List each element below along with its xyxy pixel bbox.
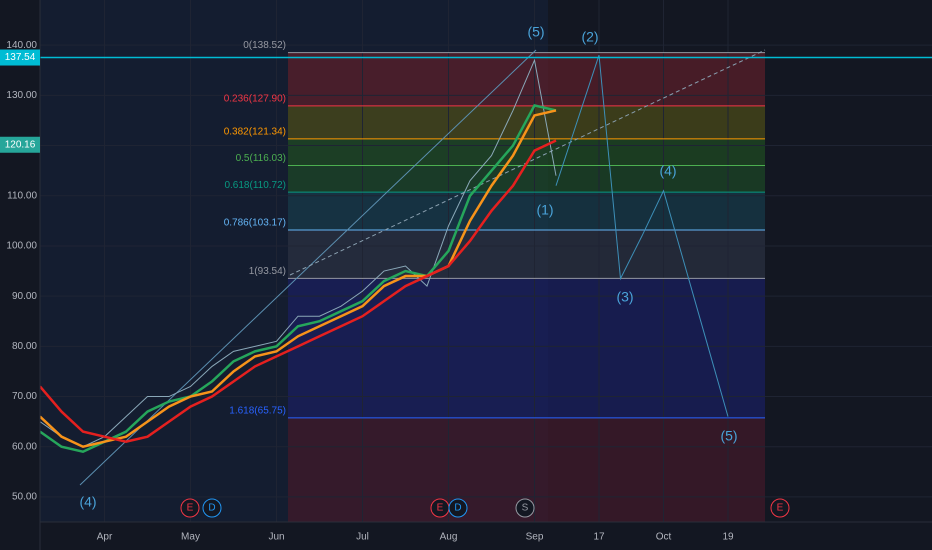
price-tag-label: 120.16 <box>5 139 36 150</box>
fib-zone <box>288 230 765 279</box>
event-label: S <box>522 503 529 514</box>
wave-label: (2) <box>581 29 598 45</box>
x-tick-label: 17 <box>593 532 605 543</box>
x-tick-label: Jun <box>268 532 284 543</box>
fib-zones <box>288 52 765 522</box>
event-label: E <box>187 503 194 514</box>
fib-label: 0(138.52) <box>243 40 286 51</box>
event-marker <box>515 498 535 518</box>
fib-label: 0.786(103.17) <box>224 218 286 229</box>
x-tick-label: Jul <box>356 532 369 543</box>
line-ma-mid <box>39 109 557 449</box>
price-tag <box>0 49 40 66</box>
fib-label: 0.236(127.90) <box>224 94 286 105</box>
price-tag-label: 137.54 <box>5 52 36 63</box>
y-tick-label: 140.00 <box>6 40 37 51</box>
fib-label: 1(93.54) <box>249 266 286 277</box>
y-tick-label: 80.00 <box>12 341 37 352</box>
grid <box>40 0 932 522</box>
fib-label: 1.618(65.75) <box>229 405 286 416</box>
x-tick-label: Oct <box>656 532 672 543</box>
axes: 50.00 60.00 70.00 80.00 90.00 100.00 110.00 120… <box>0 40 734 543</box>
wave-label: (3) <box>616 289 633 305</box>
fib-zone <box>288 165 765 193</box>
price-axis <box>0 0 40 550</box>
x-tick-label: Aug <box>440 532 458 543</box>
y-tick-label: 130.00 <box>6 90 37 101</box>
x-tick-label: Sep <box>526 532 544 543</box>
wave-label: (4) <box>79 494 96 510</box>
y-tick-label: 100.00 <box>6 241 37 252</box>
wave-label: (4) <box>659 163 676 179</box>
line-projection <box>555 55 729 417</box>
labels: 0(138.52) 0.236(127.90) 0.382(121.34) 0.5(1… <box>79 24 790 518</box>
y-tick-label: 110.00 <box>7 190 37 201</box>
y-tick-label: 90.00 <box>12 291 37 302</box>
x-tick-label: 19 <box>722 532 734 543</box>
event-marker <box>448 498 468 518</box>
fib-label: 0.382(121.34) <box>224 126 286 137</box>
wave-label: (1) <box>536 202 553 218</box>
event-label: D <box>454 503 461 514</box>
event-marker <box>180 498 200 518</box>
fib-label: 0.5(116.03) <box>236 153 286 164</box>
event-marker <box>770 498 790 518</box>
event-label: E <box>437 503 444 514</box>
line-ma-slow <box>39 139 557 443</box>
y-tick-label: 60.00 <box>12 441 37 452</box>
fib-zone <box>288 138 765 166</box>
wave-label: (5) <box>720 428 737 444</box>
y-tick-label: 50.00 <box>12 492 37 503</box>
series <box>39 55 932 454</box>
line-ma-fast <box>39 103 557 454</box>
event-label: D <box>208 503 215 514</box>
x-tick-label: Apr <box>97 532 113 543</box>
event-marker <box>202 498 222 518</box>
time-axis <box>0 522 932 550</box>
fib-label: 0.618(110.72) <box>224 180 286 191</box>
price-tag <box>0 136 40 153</box>
line-price <box>39 58 557 448</box>
y-tick-label: 70.00 <box>12 391 37 402</box>
wave-label: (5) <box>527 24 544 40</box>
event-label: E <box>777 503 784 514</box>
trend-line <box>79 49 537 486</box>
x-tick-label: May <box>181 532 200 543</box>
fib-zone <box>288 192 765 231</box>
